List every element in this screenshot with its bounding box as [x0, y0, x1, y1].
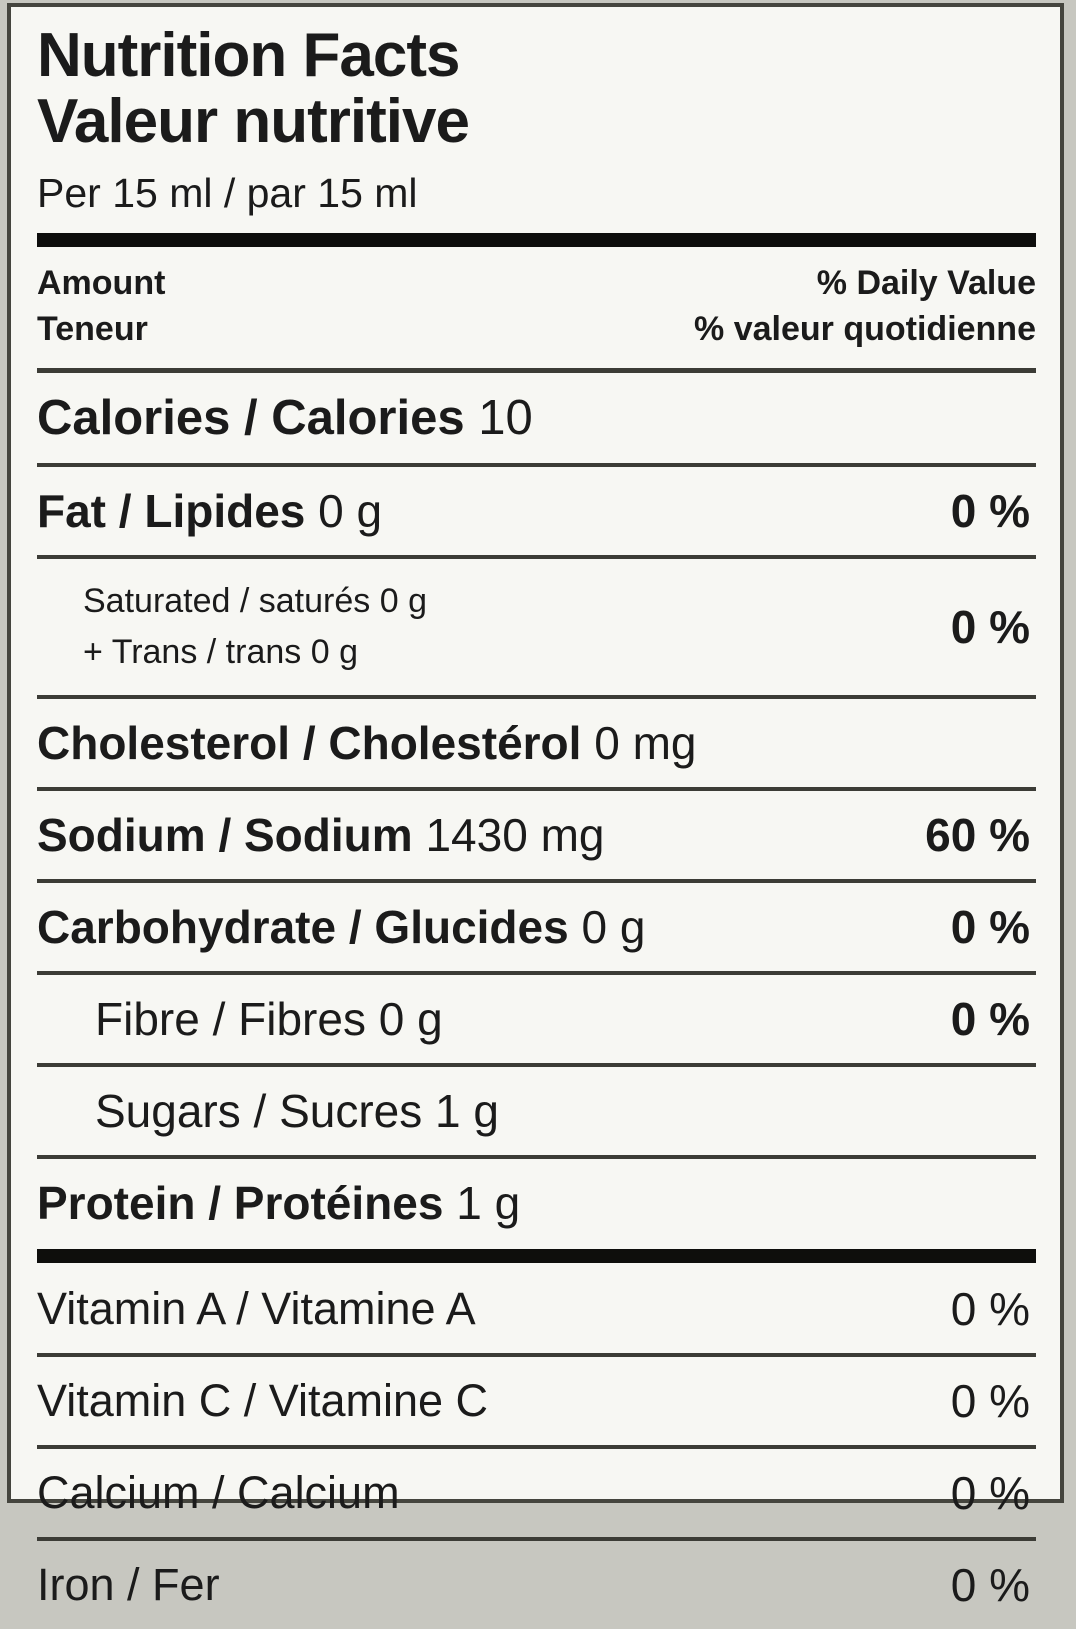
- fibre-daily-value: 0 %: [950, 993, 1030, 1046]
- daily-value-header-fr: % valeur quotidienne: [694, 309, 1036, 348]
- saturated-label: Saturated / saturés 0 g: [83, 582, 427, 621]
- calcium-label: Calcium / Calcium: [37, 1467, 400, 1519]
- row-saturated-trans: Saturated / saturés 0 g + Trans / trans …: [37, 559, 1036, 700]
- label-title: Nutrition Facts Valeur nutritive: [37, 21, 1036, 157]
- row-sugars: Sugars / Sucres 1 g: [37, 1067, 1036, 1160]
- vitamin-c-label: Vitamin C / Vitamine C: [37, 1375, 489, 1427]
- iron-daily-value: 0 %: [950, 1559, 1030, 1612]
- trans-label: + Trans / trans 0 g: [83, 633, 358, 672]
- daily-value-header: % Daily Value % valeur quotidienne: [694, 261, 1036, 353]
- sodium-daily-value: 60 %: [925, 809, 1030, 862]
- row-vitamin-a: Vitamin A / Vitamine A 0 %: [37, 1265, 1036, 1358]
- saturated-trans-label: Saturated / saturés 0 g + Trans / trans …: [37, 576, 427, 678]
- amount-header-en: Amount: [37, 263, 166, 302]
- cholesterol-label: Cholesterol / Cholestérol 0 mg: [37, 717, 697, 770]
- row-iron: Iron / Fer 0 %: [37, 1541, 1036, 1629]
- carbohydrate-label: Carbohydrate / Glucides 0 g: [37, 901, 646, 954]
- micronutrient-divider-bar: [37, 1249, 1036, 1264]
- nutrition-facts-label: Nutrition Facts Valeur nutritive Per 15 …: [7, 3, 1064, 1611]
- label-title-fr: Valeur nutritive: [37, 87, 470, 157]
- saturated-daily-value: 0 %: [950, 601, 1030, 654]
- fat-daily-value: 0 %: [950, 485, 1030, 538]
- row-sodium: Sodium / Sodium 1430 mg 60 %: [37, 791, 1036, 884]
- row-calcium: Calcium / Calcium 0 %: [37, 1449, 1036, 1542]
- carbohydrate-daily-value: 0 %: [950, 901, 1030, 954]
- top-divider-bar: [37, 232, 1036, 247]
- vitamin-a-label: Vitamin A / Vitamine A: [37, 1283, 476, 1335]
- vitamin-a-daily-value: 0 %: [950, 1283, 1030, 1336]
- amount-header: Amount Teneur: [37, 261, 165, 353]
- sugars-label: Sugars / Sucres 1 g: [95, 1085, 499, 1138]
- calories-label: Calories / Calories 10: [37, 391, 533, 446]
- serving-size: Per 15 ml / par 15 ml: [37, 169, 418, 216]
- fat-label: Fat / Lipides 0 g: [37, 485, 383, 538]
- row-vitamin-c: Vitamin C / Vitamine C 0 %: [37, 1357, 1036, 1450]
- calcium-daily-value: 0 %: [950, 1467, 1030, 1520]
- row-carbohydrate: Carbohydrate / Glucides 0 g 0 %: [37, 883, 1036, 976]
- row-cholesterol: Cholesterol / Cholestérol 0 mg: [37, 699, 1036, 792]
- iron-label: Iron / Fer: [37, 1559, 220, 1611]
- protein-label: Protein / Protéines 1 g: [37, 1177, 521, 1230]
- vitamin-c-daily-value: 0 %: [950, 1375, 1030, 1428]
- row-fibre: Fibre / Fibres 0 g 0 %: [37, 975, 1036, 1068]
- row-protein: Protein / Protéines 1 g: [37, 1159, 1036, 1247]
- row-calories: Calories / Calories 10: [37, 373, 1036, 468]
- fibre-label: Fibre / Fibres 0 g: [95, 993, 443, 1046]
- sodium-label: Sodium / Sodium 1430 mg: [37, 809, 605, 862]
- row-fat: Fat / Lipides 0 g 0 %: [37, 467, 1036, 560]
- label-title-en: Nutrition Facts: [37, 21, 460, 90]
- column-header: Amount Teneur % Daily Value % valeur quo…: [37, 247, 1036, 374]
- amount-header-fr: Teneur: [37, 309, 148, 348]
- daily-value-header-en: % Daily Value: [816, 263, 1036, 302]
